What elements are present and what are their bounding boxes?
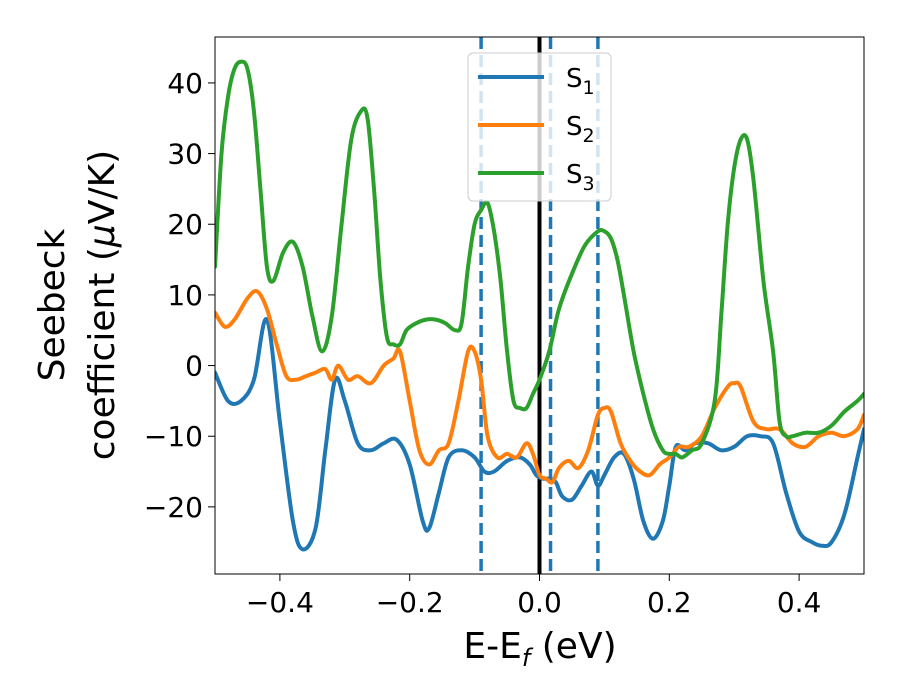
legend-label-main: S bbox=[566, 112, 583, 142]
legend-label-main: S bbox=[566, 64, 583, 94]
x-axis-label: E-Ef (eV) bbox=[463, 626, 616, 672]
legend-label-s3: S3 bbox=[566, 160, 595, 195]
y-axis-ticks: −20 −10 0 10 20 30 40 bbox=[144, 67, 215, 524]
legend-label-main: S bbox=[566, 160, 583, 190]
x-axis-ticks: −0.4 −0.2 0.0 0.2 0.4 bbox=[246, 574, 821, 619]
y-tick-label: −20 bbox=[144, 491, 203, 524]
y-axis-label-unit: V/K) bbox=[82, 150, 123, 224]
y-tick-label: 30 bbox=[167, 138, 203, 171]
series-line-s2 bbox=[215, 288, 864, 485]
x-axis-label-unit: (eV) bbox=[530, 626, 616, 667]
x-tick-label: 0.4 bbox=[777, 586, 822, 619]
y-axis-label-mu: μ bbox=[82, 224, 123, 248]
legend-label-sub: 2 bbox=[583, 125, 595, 147]
x-tick-label: −0.4 bbox=[246, 586, 314, 619]
series-lines bbox=[215, 59, 864, 552]
legend-label-sub: 3 bbox=[583, 173, 595, 195]
x-axis-label-main: E-E bbox=[463, 626, 521, 667]
x-tick-label: 0.2 bbox=[647, 586, 692, 619]
y-tick-label: 20 bbox=[167, 208, 203, 241]
series-line-s3 bbox=[215, 59, 864, 460]
legend-label-sub: 1 bbox=[583, 77, 595, 99]
y-axis-label-line1: Seebeck bbox=[32, 228, 73, 381]
y-axis-label-prefix: coefficient ( bbox=[82, 247, 123, 460]
y-tick-label: 10 bbox=[167, 279, 203, 312]
legend-label-s2: S2 bbox=[566, 112, 595, 147]
y-tick-label: 40 bbox=[167, 67, 203, 100]
y-axis-label-line2: coefficient (μV/K) bbox=[82, 150, 123, 460]
x-tick-label: −0.2 bbox=[376, 586, 444, 619]
legend-label-s1: S1 bbox=[566, 64, 595, 99]
x-tick-label: 0.0 bbox=[517, 586, 562, 619]
y-axis-label: Seebeck coefficient (μV/K) bbox=[32, 150, 123, 460]
y-tick-label: 0 bbox=[185, 350, 203, 383]
y-tick-label: −10 bbox=[144, 420, 203, 453]
series-line-s1 bbox=[215, 317, 864, 552]
